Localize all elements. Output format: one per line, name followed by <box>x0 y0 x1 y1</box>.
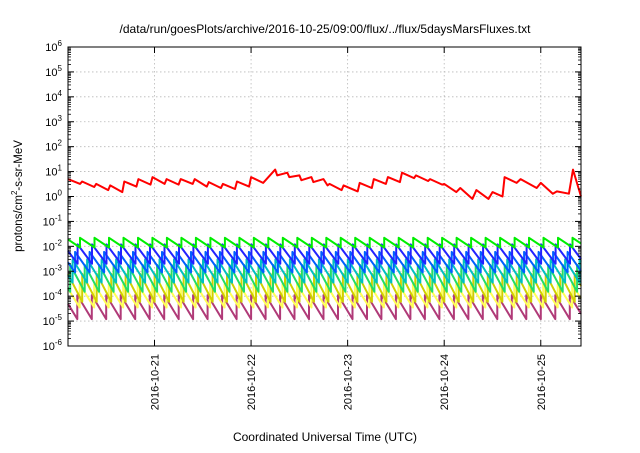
series-line <box>67 294 582 321</box>
y-axis-label-part1: protons/cm <box>13 195 25 252</box>
x-axis-label: Coordinated Universal Time (UTC) <box>233 430 417 444</box>
y-axis-label-part2: -s-sr-MeV <box>13 140 25 191</box>
series-line <box>67 250 582 274</box>
y-axis-label: protons/cm2-s-sr-MeV <box>10 140 25 252</box>
y-tick-label: 105 <box>45 64 62 79</box>
series-line <box>67 243 582 265</box>
series-line <box>67 236 582 249</box>
chart-title: /data/run/goesPlots/archive/2016-10-25/0… <box>120 22 532 36</box>
y-tick-label: 10-3 <box>43 263 63 278</box>
x-tick-label: 2016-10-23 <box>343 354 355 410</box>
x-tick-label: 2016-10-22 <box>246 354 258 410</box>
svg-text:protons/cm2-s-sr-MeV: protons/cm2-s-sr-MeV <box>10 140 25 252</box>
y-tick-label: 10-6 <box>43 338 63 353</box>
x-tick-label: 2016-10-24 <box>439 354 451 410</box>
y-tick-label: 10-1 <box>43 213 63 228</box>
y-tick-label: 104 <box>45 89 62 104</box>
y-tick-label: 101 <box>45 164 62 179</box>
y-tick-label: 10-4 <box>43 288 63 303</box>
x-tick-label: 2016-10-25 <box>536 354 548 410</box>
y-tick-label: 10-2 <box>43 238 63 253</box>
x-tick-label: 2016-10-21 <box>150 354 162 410</box>
data-series <box>67 168 582 321</box>
y-tick-label: 10-5 <box>43 313 63 328</box>
axis-ticks: 10-6 10-5 10-4 10-3 10-2 10-1 100 101 102 103 104 1… <box>43 39 581 410</box>
y-tick-label: 106 <box>45 39 62 54</box>
y-axis-label-superscript: 2 <box>10 190 19 195</box>
y-tick-label: 102 <box>45 139 62 154</box>
y-tick-label: 100 <box>45 189 62 204</box>
y-tick-label: 103 <box>45 114 62 129</box>
series-line <box>67 168 582 200</box>
